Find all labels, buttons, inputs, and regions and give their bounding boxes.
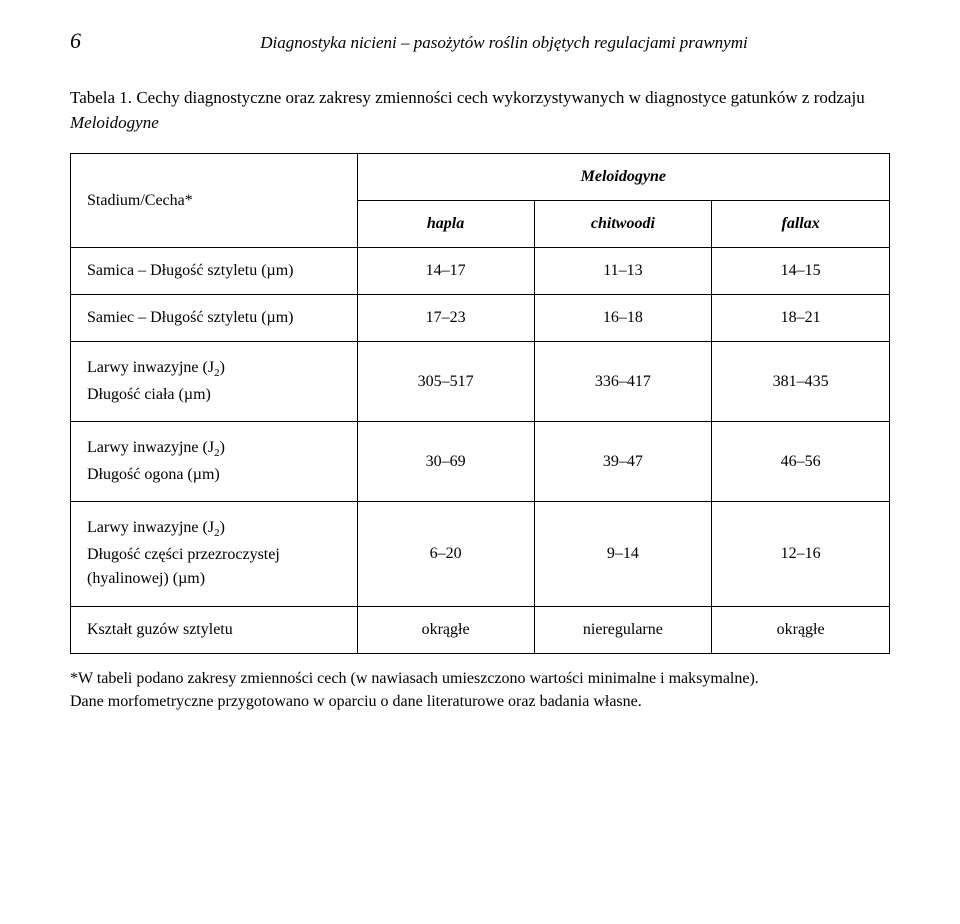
row-label-line1-end: ) <box>220 519 225 536</box>
table-row: Larwy inwazyjne (J2) Długość ogona (µm) … <box>71 422 890 502</box>
cell: 11–13 <box>534 248 712 295</box>
table-row: Samiec – Długość sztyletu (µm) 17–23 16–… <box>71 295 890 342</box>
cell: 16–18 <box>534 295 712 342</box>
table-row: Samica – Długość sztyletu (µm) 14–17 11–… <box>71 248 890 295</box>
row-label: Larwy inwazyjne (J2) Długość ogona (µm) <box>71 422 358 502</box>
table-caption: Tabela 1. Cechy diagnostyczne oraz zakre… <box>70 86 890 135</box>
table-label: Tabela 1. <box>70 88 132 107</box>
running-header-text: Diagnostyka nicieni – pasożytów roślin o… <box>118 33 890 53</box>
row-label: Larwy inwazyjne (J2) Długość części prze… <box>71 502 358 607</box>
cell: 12–16 <box>712 502 890 607</box>
table-header-row-1: Stadium/Cecha* Meloidogyne <box>71 154 890 201</box>
cell: 336–417 <box>534 342 712 422</box>
row-label-line2: Długość ogona (µm) <box>87 466 220 483</box>
page-number: 6 <box>70 28 118 54</box>
cell: okrągłe <box>712 607 890 654</box>
table-row: Larwy inwazyjne (J2) Długość ciała (µm) … <box>71 342 890 422</box>
header-species-fallax: fallax <box>712 201 890 248</box>
data-table: Stadium/Cecha* Meloidogyne hapla chitwoo… <box>70 153 890 654</box>
cell: 39–47 <box>534 422 712 502</box>
cell: 305–517 <box>357 342 534 422</box>
row-label-line1-end: ) <box>220 439 225 456</box>
row-label-line1: Larwy inwazyjne (J <box>87 359 214 376</box>
row-label-line1: Larwy inwazyjne (J <box>87 439 214 456</box>
cell: 381–435 <box>712 342 890 422</box>
cell: 9–14 <box>534 502 712 607</box>
header-stadium-cecha: Stadium/Cecha* <box>71 154 358 248</box>
footnote-line2: Dane morfometryczne przygotowano w oparc… <box>70 691 890 713</box>
table-caption-text: Cechy diagnostyczne oraz zakresy zmienno… <box>136 88 864 107</box>
header-species-chitwoodi: chitwoodi <box>534 201 712 248</box>
running-header: 6 Diagnostyka nicieni – pasożytów roślin… <box>70 28 890 54</box>
row-label: Larwy inwazyjne (J2) Długość ciała (µm) <box>71 342 358 422</box>
row-label-line1-end: ) <box>220 359 225 376</box>
row-label-line1: Larwy inwazyjne (J <box>87 519 214 536</box>
cell: nieregularne <box>534 607 712 654</box>
cell: 46–56 <box>712 422 890 502</box>
cell: 6–20 <box>357 502 534 607</box>
header-species-hapla: hapla <box>357 201 534 248</box>
cell: 17–23 <box>357 295 534 342</box>
table-row: Kształt guzów sztyletu okrągłe nieregula… <box>71 607 890 654</box>
row-label-line2: Długość części przezroczystej (hyalinowe… <box>87 546 280 588</box>
cell: 30–69 <box>357 422 534 502</box>
cell: 18–21 <box>712 295 890 342</box>
row-label: Kształt guzów sztyletu <box>71 607 358 654</box>
page: 6 Diagnostyka nicieni – pasożytów roślin… <box>0 0 960 924</box>
row-label: Samiec – Długość sztyletu (µm) <box>71 295 358 342</box>
row-label-line2: Długość ciała (µm) <box>87 386 211 403</box>
cell: 14–15 <box>712 248 890 295</box>
table-row: Larwy inwazyjne (J2) Długość części prze… <box>71 502 890 607</box>
cell: okrągłe <box>357 607 534 654</box>
cell: 14–17 <box>357 248 534 295</box>
table-caption-genus: Meloidogyne <box>70 113 159 132</box>
footnote-line1: *W tabeli podano zakresy zmienności cech… <box>70 668 890 690</box>
table-footnote: *W tabeli podano zakresy zmienności cech… <box>70 668 890 713</box>
row-label: Samica – Długość sztyletu (µm) <box>71 248 358 295</box>
header-genus: Meloidogyne <box>357 154 889 201</box>
